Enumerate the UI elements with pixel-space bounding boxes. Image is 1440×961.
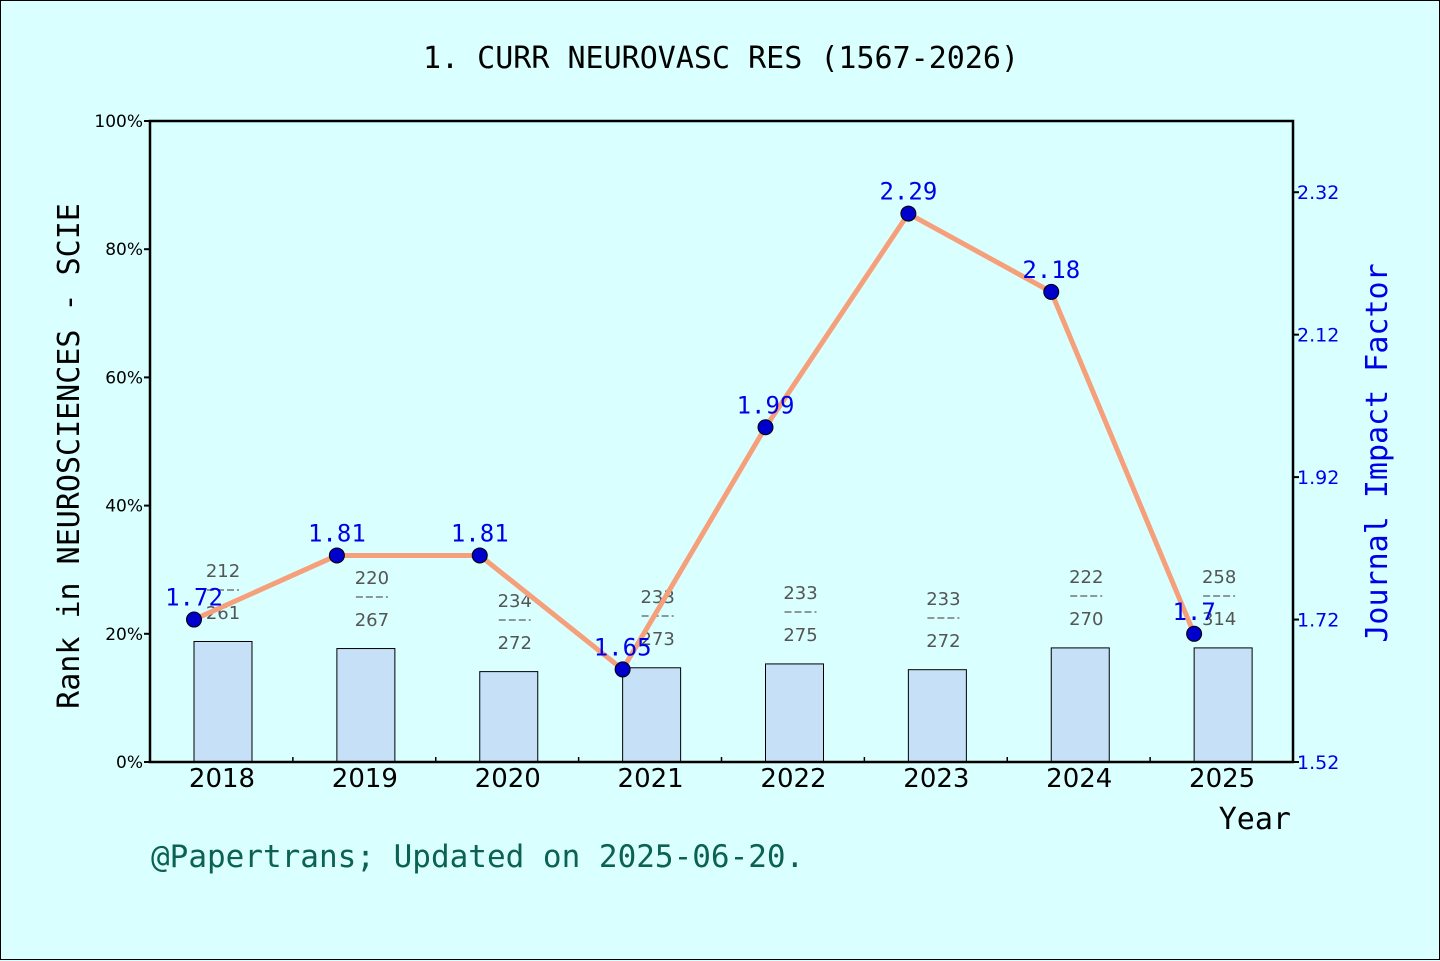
impact-factor-value: 1.65	[594, 633, 652, 661]
rank-label: 222	[1069, 567, 1103, 588]
left-tick-label: 20%	[105, 625, 143, 645]
impact-factor-point	[757, 419, 774, 436]
bar	[1193, 647, 1253, 763]
x-tick-label: 2024	[1046, 764, 1112, 794]
total-label: 267	[355, 610, 389, 631]
total-label: 275	[783, 625, 817, 646]
left-axis: 0% 20% 40% 60% 80% 100%	[94, 112, 150, 773]
line-series	[186, 205, 1203, 678]
bar-series	[193, 640, 1253, 763]
right-tick-label: 1.92	[1297, 467, 1339, 489]
x-axis: 2018 2019 2020 2021 2022 2023 2024 2025	[189, 757, 1255, 794]
rank-label: 220	[355, 568, 389, 589]
impact-factor-value: 2.18	[1022, 256, 1080, 284]
rank-label: 212	[206, 561, 240, 582]
left-tick-label: 100%	[94, 112, 143, 132]
x-tick-label: 2023	[903, 764, 969, 794]
x-tick-label: 2019	[332, 764, 398, 794]
rank-label: 233	[926, 589, 960, 610]
left-tick-label: 0%	[116, 753, 143, 773]
impact-factor-value: 1.72	[165, 584, 223, 612]
bar	[907, 669, 967, 763]
impact-factor-line	[192, 211, 1197, 672]
left-tick-label: 40%	[105, 497, 143, 517]
rank-label: 258	[1202, 567, 1236, 588]
footer-note: @Papertrans; Updated on 2025-06-20.	[151, 839, 804, 875]
right-axis: 1.52 1.72 1.92 2.12 2.32	[1293, 182, 1339, 774]
impact-factor-point	[614, 661, 631, 678]
impact-factor-value: 1.99	[737, 391, 795, 419]
impact-factor-labels: 1.72 1.81 1.81 1.65 1.99 2.29 2.18 1.7	[165, 178, 1216, 662]
y-axis-label-left: Rank in NEUROSCIENCES - SCIE	[52, 203, 87, 709]
x-tick-label: 2022	[760, 764, 826, 794]
bar	[479, 671, 539, 763]
impact-factor-point	[186, 611, 202, 628]
total-label: 272	[498, 633, 532, 654]
impact-factor-point	[1043, 283, 1060, 300]
impact-factor-point	[900, 205, 917, 222]
bar	[622, 667, 682, 763]
right-tick-label: 2.32	[1297, 182, 1339, 204]
impact-factor-point	[1186, 625, 1203, 642]
y-axis-label-right: Journal Impact Factor	[1360, 263, 1395, 642]
rank-label: 233	[783, 583, 817, 604]
total-label: 314	[1202, 609, 1236, 630]
x-axis-label: Year	[1219, 802, 1291, 837]
impact-factor-value: 1.81	[308, 519, 366, 547]
x-tick-label: 2021	[618, 764, 684, 794]
rank-labels: 2122612202672342722332732332752332722222…	[206, 561, 1236, 654]
bar	[336, 648, 396, 763]
bar	[1050, 647, 1110, 763]
total-label: 272	[926, 631, 960, 652]
right-tick-label: 1.52	[1297, 752, 1339, 774]
plot-area	[148, 119, 1295, 764]
impact-factor-value: 1.81	[451, 519, 509, 547]
right-tick-label: 2.12	[1297, 325, 1339, 347]
impact-factor-point	[328, 547, 345, 564]
total-label: 270	[1069, 609, 1103, 630]
bar	[765, 663, 824, 763]
x-tick-label: 2018	[189, 764, 255, 794]
x-tick-label: 2020	[475, 764, 541, 794]
bar	[193, 640, 253, 763]
chart-title: 1. CURR NEUROVASC RES (1567-2026)	[423, 41, 1019, 76]
x-tick-label: 2025	[1189, 764, 1255, 794]
impact-factor-point	[471, 547, 488, 564]
left-tick-label: 60%	[105, 368, 143, 388]
impact-factor-value: 2.29	[879, 178, 937, 206]
total-label: 273	[640, 629, 674, 650]
right-tick-label: 1.72	[1297, 610, 1339, 632]
rank-label: 234	[498, 591, 532, 612]
impact-factor-value: 1.7	[1172, 598, 1215, 626]
left-tick-label: 80%	[105, 240, 143, 260]
